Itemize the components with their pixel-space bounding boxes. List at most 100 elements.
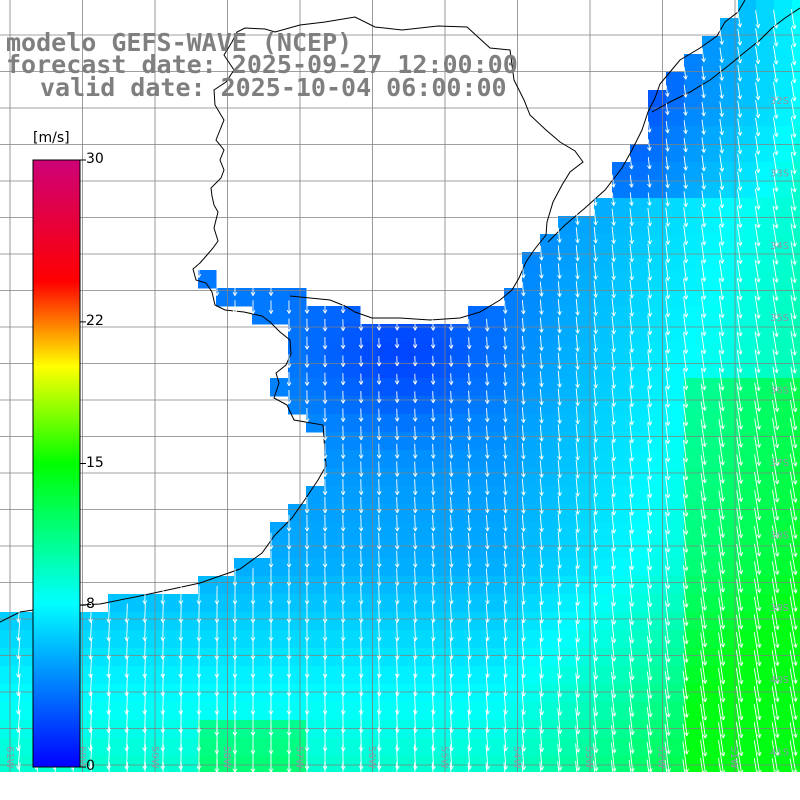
speed-cell (684, 468, 703, 487)
speed-cell (558, 468, 577, 487)
wind-arrow (753, 650, 762, 685)
speed-cell (630, 414, 649, 433)
wind-arrow (196, 585, 202, 605)
speed-cell (378, 504, 397, 523)
speed-cell (126, 756, 145, 772)
wind-arrow (593, 531, 598, 552)
wind-arrow (736, 331, 743, 355)
speed-cell (0, 648, 19, 667)
wind-arrow (539, 424, 544, 442)
wind-arrow (575, 262, 580, 280)
wind-arrow (754, 561, 762, 593)
speed-cell (288, 720, 307, 739)
speed-cell (702, 396, 721, 415)
speed-cell (360, 720, 379, 739)
wind-arrow (539, 567, 544, 587)
speed-cell (522, 414, 541, 433)
wind-arrow (789, 650, 798, 684)
speed-cell (486, 756, 505, 772)
speed-cell (450, 540, 469, 559)
speed-cell (666, 432, 685, 451)
speed-cell (216, 630, 235, 649)
speed-cell (486, 648, 505, 667)
speed-cell (270, 540, 289, 559)
speed-cell (774, 756, 793, 772)
wind-arrow (771, 543, 780, 575)
speed-cell (738, 216, 757, 235)
wind-arrow (449, 585, 454, 605)
wind-arrow (790, 259, 797, 283)
speed-cell (522, 684, 541, 703)
speed-cell (720, 72, 739, 91)
wind-arrow (503, 762, 506, 772)
wind-arrow (448, 355, 454, 367)
speed-cell (288, 630, 307, 649)
speed-cell (270, 666, 289, 685)
wind-arrow (431, 603, 436, 623)
wind-arrow (448, 443, 454, 459)
speed-cell (504, 540, 523, 559)
speed-cell (396, 396, 415, 415)
wind-arrow (430, 532, 436, 550)
speed-cell (450, 558, 469, 577)
speed-cell (342, 756, 361, 772)
speed-cell (0, 612, 19, 631)
speed-cell (612, 684, 631, 703)
speed-cell (324, 540, 343, 559)
wind-arrow (593, 316, 598, 334)
wind-arrow (575, 513, 580, 533)
wind-arrow (629, 244, 634, 263)
wind-arrow (790, 81, 797, 102)
wind-arrow (557, 584, 562, 606)
wind-arrow (629, 226, 634, 245)
wind-arrow (772, 63, 779, 83)
speed-cell (684, 234, 703, 253)
speed-cell (378, 342, 397, 361)
wind-arrow (394, 479, 400, 496)
wind-arrow (340, 479, 346, 496)
speed-cell (756, 324, 775, 343)
speed-cell (162, 720, 181, 739)
wind-arrow (735, 704, 744, 739)
speed-cell (504, 720, 523, 739)
speed-cell (666, 378, 685, 397)
speed-cell (684, 306, 703, 325)
speed-cell (738, 360, 757, 379)
speed-cell (360, 360, 379, 379)
speed-cell (324, 324, 343, 343)
speed-cell (468, 378, 487, 397)
speed-cell (792, 432, 800, 451)
wind-arrow (304, 354, 310, 368)
speed-cell (558, 684, 577, 703)
speed-cell (288, 666, 307, 685)
wind-arrow (502, 354, 508, 368)
speed-cell (360, 450, 379, 469)
wind-arrow (593, 370, 598, 389)
speed-cell (684, 180, 703, 199)
speed-cell (324, 702, 343, 721)
wind-arrow (412, 337, 418, 349)
wind-arrow (789, 400, 798, 431)
wind-arrow (647, 476, 653, 498)
speed-cell (324, 342, 343, 361)
speed-cell (594, 288, 613, 307)
speed-cell (450, 414, 469, 433)
speed-cell (90, 756, 109, 772)
wind-arrow (789, 614, 798, 648)
wind-arrow (683, 404, 689, 427)
wind-arrow (521, 620, 526, 642)
wind-arrow (485, 497, 490, 514)
speed-cell (684, 720, 703, 739)
speed-cell (414, 648, 433, 667)
speed-cell (594, 702, 613, 721)
speed-cell (612, 360, 631, 379)
speed-cell (126, 720, 145, 739)
wind-arrow (753, 758, 757, 772)
wind-arrow (412, 497, 418, 514)
speed-cell (414, 486, 433, 505)
speed-cell (324, 738, 343, 757)
speed-cell (360, 630, 379, 649)
wind-arrow (647, 174, 652, 188)
speed-cell (378, 324, 397, 343)
speed-cell (702, 54, 721, 73)
